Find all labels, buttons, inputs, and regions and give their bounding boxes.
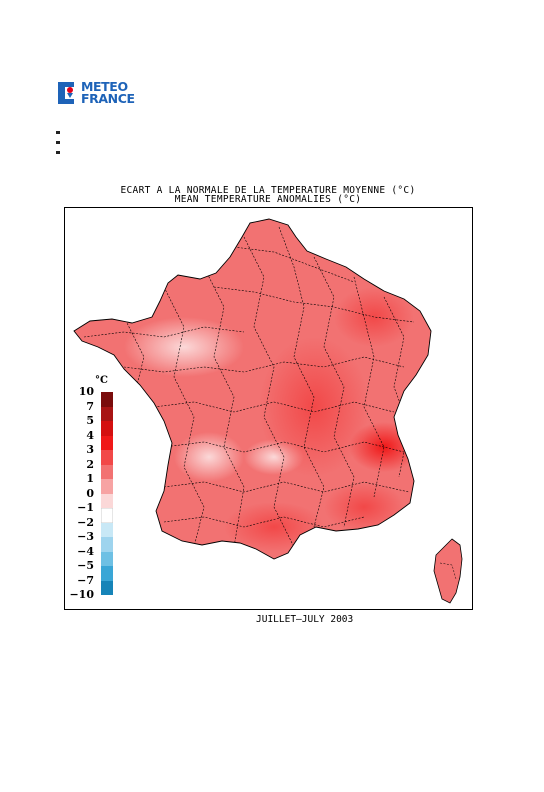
legend-level-label: 1 xyxy=(86,472,94,485)
legend-swatch xyxy=(101,580,113,595)
date-label: JUILLET–JULY 2003 xyxy=(256,614,354,625)
legend-row: −5 xyxy=(70,559,116,581)
logo-line-2: FRANCE xyxy=(81,90,135,106)
legend-level-label: −2 xyxy=(77,515,94,529)
legend-swatch xyxy=(101,479,113,494)
legend-swatch xyxy=(101,464,113,479)
legend-unit: °C xyxy=(95,375,108,386)
side-marks xyxy=(56,131,62,161)
legend-swatch xyxy=(101,435,113,450)
legend-row: −7 xyxy=(70,573,116,595)
legend-row: 10 xyxy=(70,385,116,407)
legend-row: −1 xyxy=(70,501,116,523)
corsica xyxy=(433,538,463,604)
temperature-anomaly-map xyxy=(73,218,463,604)
legend-swatch xyxy=(101,392,113,407)
meteo-france-logo-icon xyxy=(58,82,74,104)
map-frame xyxy=(64,207,473,610)
legend-level-label: 7 xyxy=(86,399,94,413)
legend-row: 5 xyxy=(70,414,116,436)
legend-swatch xyxy=(101,566,113,581)
legend-row: −10 xyxy=(69,588,116,604)
legend-level-label: 5 xyxy=(86,414,94,427)
title-french: ECART A LA NORMALE DE LA TEMPERATURE MOY… xyxy=(120,185,416,196)
legend-row: −2 xyxy=(70,515,116,537)
legend-row: 0 xyxy=(70,486,116,508)
legend-level-label: 2 xyxy=(86,457,94,471)
legend-level-label: −4 xyxy=(77,544,94,558)
legend-row: −3 xyxy=(70,530,116,552)
legend-swatch xyxy=(101,493,113,508)
legend-row: 7 xyxy=(70,399,116,421)
legend-row: 1 xyxy=(70,472,116,494)
legend-swatch xyxy=(101,421,113,436)
legend-swatch xyxy=(101,537,113,552)
legend-level-label: −3 xyxy=(77,530,94,543)
legend-swatch xyxy=(101,406,113,421)
title-english: MEAN TEMPERATURE ANOMALIES (°C) xyxy=(174,194,362,205)
meteo-france-logo: METEO FRANCE xyxy=(57,81,143,107)
legend-level-label: −5 xyxy=(77,559,94,572)
legend-level-label: −10 xyxy=(69,588,94,601)
legend-level-label: 0 xyxy=(86,486,94,500)
legend-row: 2 xyxy=(70,457,116,479)
mainland-france xyxy=(74,219,431,559)
legend-level-label: −7 xyxy=(77,573,94,587)
legend-level-label: 10 xyxy=(78,385,94,398)
legend-swatch xyxy=(101,551,113,566)
department-boundaries xyxy=(83,226,415,548)
legend-row: −4 xyxy=(70,544,116,566)
legend-level-label: −1 xyxy=(77,501,94,514)
legend-swatch xyxy=(101,522,113,537)
legend-level-label: 4 xyxy=(86,428,94,442)
legend-swatch xyxy=(101,450,113,465)
logo-line-1: METEO xyxy=(81,79,128,94)
legend-row: 4 xyxy=(70,428,116,450)
legend-row: 3 xyxy=(70,443,116,465)
legend-level-label: 3 xyxy=(86,443,94,456)
legend-swatch xyxy=(101,508,113,523)
